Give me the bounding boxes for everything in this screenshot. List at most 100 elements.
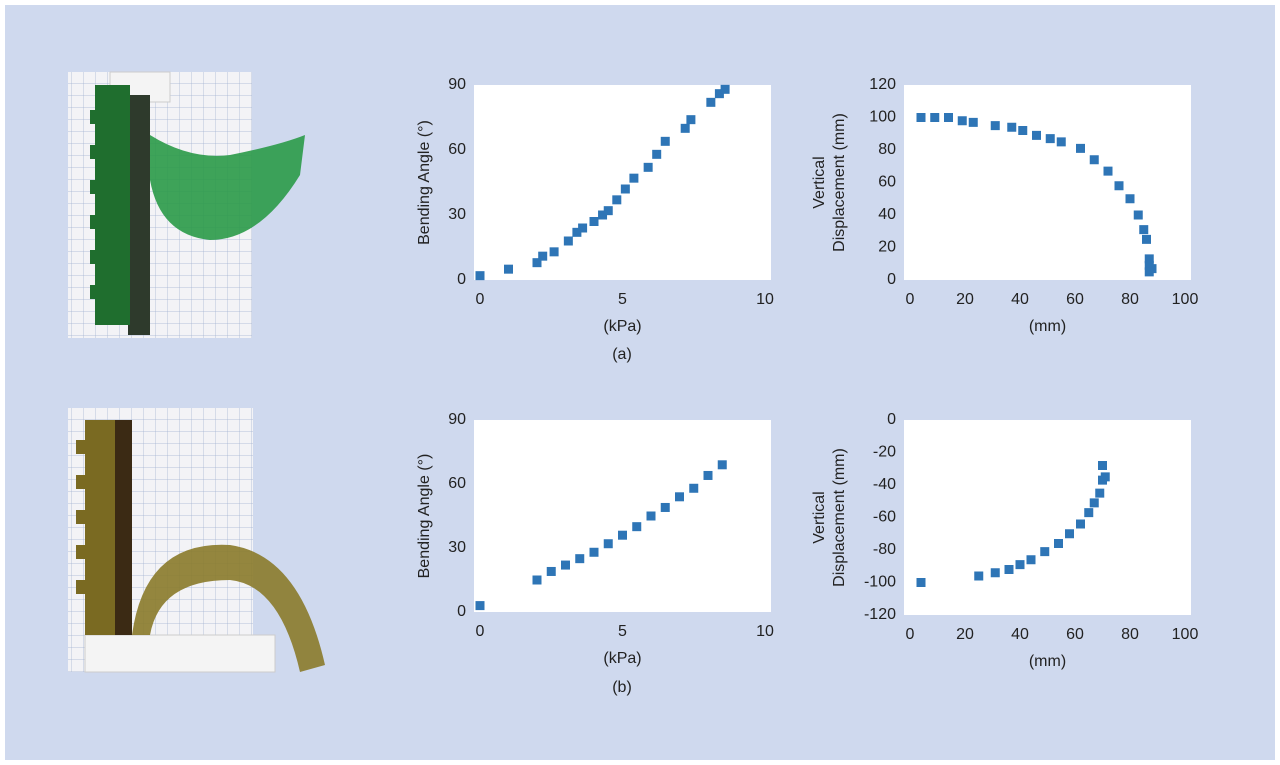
data-point [1101, 472, 1110, 481]
x-tick-label: 0 [906, 291, 915, 308]
data-point [504, 265, 513, 274]
data-point [1046, 134, 1055, 143]
data-point [590, 217, 599, 226]
y-tick-label: 80 [878, 141, 896, 158]
data-point [533, 576, 542, 585]
data-point [991, 121, 1000, 130]
x-tick-label: 40 [1011, 291, 1029, 308]
y-tick-label: -80 [873, 541, 896, 558]
data-point [550, 247, 559, 256]
y-tick-label: 60 [878, 174, 896, 191]
x-axis-label: (mm) [1029, 653, 1066, 670]
y-axis-label: Displacement (mm) [831, 113, 848, 252]
y-tick-label: 60 [448, 475, 466, 492]
y-axis-label: Displacement (mm) [831, 448, 848, 587]
figure: (a) (b) 0 30 60 90 0 5 10 (kPa) Bending Angle (°… [0, 0, 1280, 765]
y-tick-label: 0 [887, 411, 896, 428]
data-point [930, 113, 939, 122]
x-tick-label: 20 [956, 291, 974, 308]
data-point [1090, 498, 1099, 507]
data-point [629, 174, 638, 183]
x-tick-label: 5 [618, 623, 627, 640]
y-tick-label: 30 [448, 206, 466, 223]
y-tick-label: -20 [873, 444, 896, 461]
y-tick-label: -40 [873, 476, 896, 493]
data-point [718, 460, 727, 469]
data-point [1027, 555, 1036, 564]
plot-area [474, 85, 771, 280]
data-point [590, 548, 599, 557]
data-point [538, 252, 547, 261]
data-point [1145, 267, 1154, 276]
caption: (a) [612, 346, 632, 363]
data-point [604, 539, 613, 548]
y-tick-label: 100 [869, 109, 896, 126]
data-point [681, 124, 690, 133]
data-point [917, 578, 926, 587]
data-point [1134, 211, 1143, 220]
y-tick-label: -100 [864, 574, 896, 591]
x-tick-label: 100 [1172, 291, 1199, 308]
data-point [1076, 144, 1085, 153]
data-point [621, 185, 630, 194]
x-tick-label: 10 [756, 623, 774, 640]
data-point [1084, 508, 1093, 517]
plot-area [474, 420, 771, 612]
x-tick-label: 0 [476, 291, 485, 308]
y-axis-label: Vertical [811, 491, 828, 543]
data-point [661, 137, 670, 146]
y-tick-label: 90 [448, 411, 466, 428]
data-point [632, 522, 641, 531]
data-point [1104, 167, 1113, 176]
data-point [564, 237, 573, 246]
data-point [1139, 225, 1148, 234]
plot-area [904, 420, 1191, 615]
data-point [1126, 194, 1135, 203]
data-point [1005, 565, 1014, 574]
x-tick-label: 60 [1066, 626, 1084, 643]
y-tick-label: 0 [457, 603, 466, 620]
data-point [1090, 155, 1099, 164]
x-tick-label: 100 [1172, 626, 1199, 643]
data-point [991, 568, 1000, 577]
data-point [578, 224, 587, 233]
x-tick-label: 80 [1121, 291, 1139, 308]
x-tick-label: 0 [476, 623, 485, 640]
y-tick-label: 120 [869, 76, 896, 93]
data-point [476, 601, 485, 610]
x-tick-label: 0 [906, 626, 915, 643]
data-point [944, 113, 953, 122]
y-tick-label: 90 [448, 76, 466, 93]
data-point [575, 554, 584, 563]
x-axis-label: (kPa) [603, 650, 641, 667]
data-point [647, 512, 656, 521]
x-tick-label: 60 [1066, 291, 1084, 308]
y-tick-label: 20 [878, 239, 896, 256]
data-point [917, 113, 926, 122]
x-tick-label: 10 [756, 291, 774, 308]
data-point [1065, 529, 1074, 538]
y-axis-label: Bending Angle (°) [416, 454, 433, 579]
data-point [969, 118, 978, 127]
y-axis-label: Bending Angle (°) [416, 120, 433, 245]
y-tick-label: -60 [873, 509, 896, 526]
data-point [561, 561, 570, 570]
x-tick-label: 40 [1011, 626, 1029, 643]
data-point [547, 567, 556, 576]
data-point [689, 484, 698, 493]
data-point [721, 85, 730, 94]
caption: (b) [612, 679, 632, 696]
data-point [686, 115, 695, 124]
data-point [1040, 547, 1049, 556]
data-point [604, 206, 613, 215]
data-point [1018, 126, 1027, 135]
y-tick-label: -120 [864, 606, 896, 623]
x-tick-label: 80 [1121, 626, 1139, 643]
data-point [1016, 560, 1025, 569]
y-tick-label: 30 [448, 539, 466, 556]
x-axis-label: (mm) [1029, 318, 1066, 335]
data-point [1098, 461, 1107, 470]
data-point [1057, 137, 1066, 146]
data-point [1142, 235, 1151, 244]
data-point [618, 531, 627, 540]
